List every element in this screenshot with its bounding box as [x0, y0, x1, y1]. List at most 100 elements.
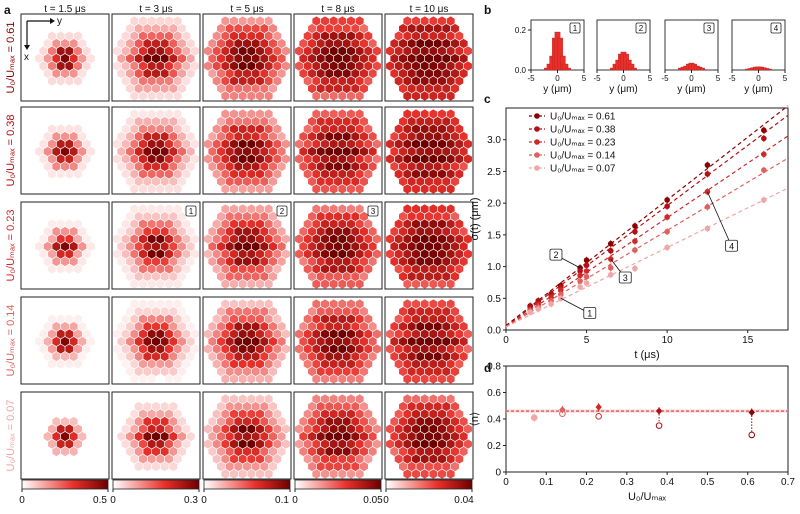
lattice-site — [69, 321, 78, 332]
lattice-site — [147, 359, 156, 369]
lattice-site — [316, 336, 325, 347]
lattice-site — [308, 366, 316, 377]
lattice-site — [160, 401, 169, 412]
lattice-site — [316, 241, 325, 252]
lattice-site — [407, 68, 416, 79]
lattice-site — [65, 61, 74, 71]
lattice-site — [321, 394, 329, 404]
lattice-site — [186, 431, 195, 442]
lattice-site — [260, 336, 269, 347]
lattice-site — [299, 146, 308, 157]
lattice-site — [152, 256, 160, 267]
lattice-site — [459, 68, 468, 79]
lattice-site — [299, 256, 308, 267]
lattice-site — [425, 416, 433, 427]
lattice-site — [308, 146, 316, 157]
lattice-site — [169, 211, 178, 222]
lattice-site — [156, 439, 165, 449]
lattice-site — [446, 469, 455, 479]
lattice-site — [429, 139, 438, 149]
lattice-site — [143, 271, 152, 282]
lattice-site — [303, 169, 312, 179]
lattice-site — [269, 226, 277, 237]
lattice-site — [455, 169, 464, 179]
lattice-site — [264, 31, 273, 41]
lattice-site — [243, 83, 251, 94]
lattice-site — [251, 53, 260, 64]
lattice-site — [416, 131, 425, 142]
snapshot-frame — [20, 391, 110, 480]
lattice-site — [347, 204, 355, 214]
lattice-site — [312, 279, 321, 289]
lattice-site — [147, 424, 156, 434]
lattice-site — [416, 176, 425, 187]
lattice-site — [156, 329, 165, 339]
lattice-site — [74, 219, 82, 229]
lattice-site — [152, 351, 160, 362]
lattice-site — [169, 256, 178, 267]
lattice-site — [156, 234, 165, 244]
lattice-site — [420, 424, 429, 434]
lattice-site — [399, 53, 407, 64]
lattice-site — [347, 454, 355, 464]
lattice-site — [126, 431, 134, 442]
lattice-site — [390, 146, 399, 157]
lattice-site — [325, 226, 334, 237]
lattice-site — [386, 61, 395, 71]
lattice-site — [264, 344, 273, 354]
column-title: t = 10 μs — [410, 4, 449, 15]
lattice-site — [225, 321, 234, 332]
lattice-site — [238, 169, 247, 179]
lattice-site — [134, 401, 143, 412]
lattice-site — [412, 299, 420, 309]
lattice-site — [165, 279, 173, 289]
lattice-site — [269, 23, 277, 34]
lattice-site — [451, 211, 459, 222]
lattice-site — [243, 271, 251, 282]
lattice-site — [399, 256, 407, 267]
lattice-site — [256, 169, 264, 179]
lattice-site — [130, 76, 139, 86]
lattice-site — [186, 351, 195, 362]
lattice-site — [334, 146, 342, 157]
lattice-site — [74, 169, 82, 179]
lattice-site — [56, 314, 65, 324]
lattice-site — [442, 431, 451, 442]
row-label: U₀/Uₘₐₓ = 0.61 — [5, 21, 17, 93]
lattice-site — [165, 374, 173, 384]
lattice-site — [130, 219, 139, 229]
lattice-site — [329, 76, 338, 86]
lattice-site — [147, 31, 156, 41]
lattice-site — [217, 401, 225, 412]
lattice-site — [442, 38, 451, 49]
lattice-site — [312, 359, 321, 369]
lattice-site — [420, 234, 429, 244]
lattice-site — [152, 336, 160, 347]
lattice-site — [165, 409, 173, 419]
lattice-site — [360, 53, 368, 64]
lattice-site — [117, 321, 126, 332]
lattice-site — [347, 279, 355, 289]
lattice-site — [264, 76, 273, 86]
lattice-site — [186, 256, 195, 267]
lattice-site — [303, 409, 312, 419]
lattice-site — [238, 409, 247, 419]
lattice-site — [325, 321, 334, 332]
lattice-site — [238, 344, 247, 354]
lattice-site — [372, 154, 381, 164]
lattice-site — [459, 131, 468, 142]
lattice-site — [347, 154, 355, 164]
lattice-site — [256, 329, 264, 339]
lattice-site — [338, 16, 347, 26]
lattice-site — [169, 446, 178, 457]
lattice-site — [463, 46, 472, 56]
x-tick-label: 0 — [555, 74, 560, 83]
lattice-site — [425, 83, 433, 94]
data-point — [583, 262, 590, 269]
lattice-site — [308, 116, 316, 127]
lattice-site — [160, 161, 169, 172]
lattice-site — [221, 31, 230, 41]
row-label: U₀/Uₘₐₓ = 0.23 — [5, 209, 17, 281]
lattice-site — [152, 146, 160, 157]
annotation-box — [618, 271, 632, 284]
